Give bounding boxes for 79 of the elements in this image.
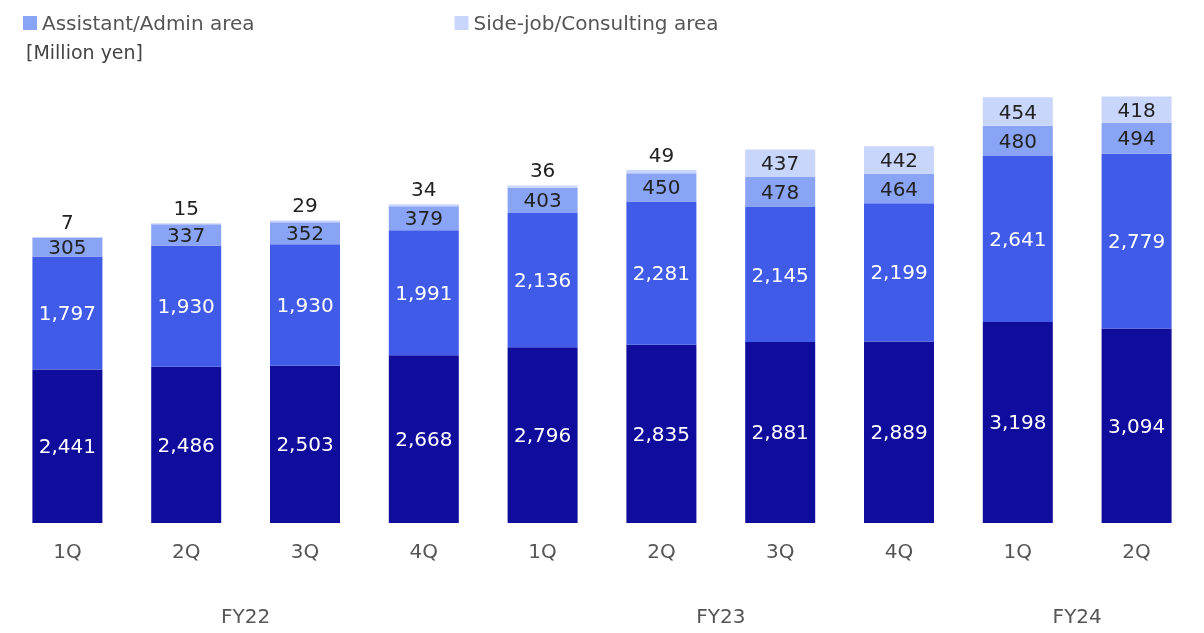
bar bbox=[745, 207, 816, 342]
data-label: 337 bbox=[167, 222, 206, 247]
data-label: 2,281 bbox=[632, 261, 691, 286]
bar bbox=[388, 204, 459, 207]
data-label: 2,668 bbox=[395, 427, 453, 452]
text: FY24 bbox=[1052, 604, 1102, 628]
legend-label: Side-job/Consulting area bbox=[473, 11, 719, 35]
x-tick-label: 4Q bbox=[409, 539, 439, 563]
data-label: 2,835 bbox=[632, 421, 691, 446]
bar bbox=[1101, 153, 1172, 329]
data-label: 480 bbox=[998, 128, 1037, 153]
data-label: 49 bbox=[648, 143, 675, 168]
bar bbox=[1101, 328, 1172, 523]
data-label: 7 bbox=[61, 210, 74, 235]
x-tick-label: 2Q bbox=[171, 539, 201, 563]
legend-label: Assistant/Admin area bbox=[42, 11, 255, 35]
x-tick-label: 2Q bbox=[1122, 539, 1151, 563]
data-label: 478 bbox=[761, 180, 800, 205]
data-label: 2,136 bbox=[513, 268, 572, 293]
data-label: 1,991 bbox=[395, 280, 453, 305]
x-tick-label: 1Q bbox=[528, 539, 557, 563]
data-label: 34 bbox=[411, 177, 437, 202]
bar bbox=[626, 344, 697, 523]
data-label: 454 bbox=[998, 99, 1037, 124]
bar bbox=[626, 201, 697, 345]
data-label: 15 bbox=[173, 196, 199, 221]
bar bbox=[982, 321, 1053, 523]
data-label: 2,486 bbox=[157, 432, 215, 457]
data-label: 494 bbox=[1117, 126, 1156, 151]
data-label: 2,199 bbox=[870, 260, 928, 285]
data-label: 2,779 bbox=[1107, 229, 1166, 254]
data-label: 2,889 bbox=[870, 420, 928, 445]
data-label: 2,441 bbox=[38, 434, 97, 459]
data-label: 352 bbox=[285, 221, 325, 246]
data-label: 403 bbox=[523, 188, 562, 213]
bar bbox=[151, 366, 222, 523]
x-tick-label: 3Q bbox=[290, 539, 320, 563]
bar bbox=[982, 155, 1053, 322]
data-label: 464 bbox=[879, 176, 919, 201]
data-label: 1,930 bbox=[276, 293, 334, 318]
data-label: 3,094 bbox=[1107, 413, 1166, 438]
text: FY22 bbox=[221, 604, 271, 628]
data-label: 2,503 bbox=[276, 432, 334, 457]
bar bbox=[32, 369, 103, 523]
bar bbox=[270, 244, 340, 366]
data-label: 36 bbox=[529, 158, 556, 183]
data-label: 418 bbox=[1117, 97, 1156, 122]
data-label: 1,797 bbox=[38, 301, 97, 326]
data-label: 305 bbox=[48, 235, 87, 260]
data-label: 1,930 bbox=[157, 294, 215, 319]
bar bbox=[507, 213, 578, 348]
y-axis-title: [Million yen] bbox=[26, 40, 144, 63]
data-label: 442 bbox=[879, 148, 919, 173]
x-tick-label: 3Q bbox=[765, 539, 795, 563]
text: FY23 bbox=[696, 604, 746, 628]
data-label: 450 bbox=[642, 175, 681, 200]
bar bbox=[864, 341, 934, 523]
bar bbox=[626, 170, 697, 174]
data-label: 437 bbox=[761, 151, 800, 176]
data-label: 2,641 bbox=[989, 226, 1047, 251]
data-label: 2,881 bbox=[751, 420, 809, 445]
x-tick-label: 1Q bbox=[1003, 539, 1033, 563]
bar bbox=[32, 256, 103, 370]
bar bbox=[270, 365, 340, 523]
data-label: 3,198 bbox=[989, 410, 1047, 435]
data-label: 379 bbox=[404, 206, 443, 231]
data-label: 2,796 bbox=[513, 423, 572, 448]
x-tick-label: 1Q bbox=[53, 539, 82, 563]
bar bbox=[507, 347, 578, 523]
bar bbox=[745, 341, 816, 523]
x-tick-label: 4Q bbox=[884, 539, 914, 563]
bar bbox=[864, 203, 934, 342]
x-tick-label: 2Q bbox=[647, 539, 676, 563]
bar bbox=[388, 230, 459, 356]
data-label: 2,145 bbox=[751, 262, 809, 287]
bar bbox=[507, 185, 578, 188]
bar bbox=[151, 245, 222, 367]
data-label: 29 bbox=[292, 193, 318, 218]
bar bbox=[388, 355, 459, 523]
